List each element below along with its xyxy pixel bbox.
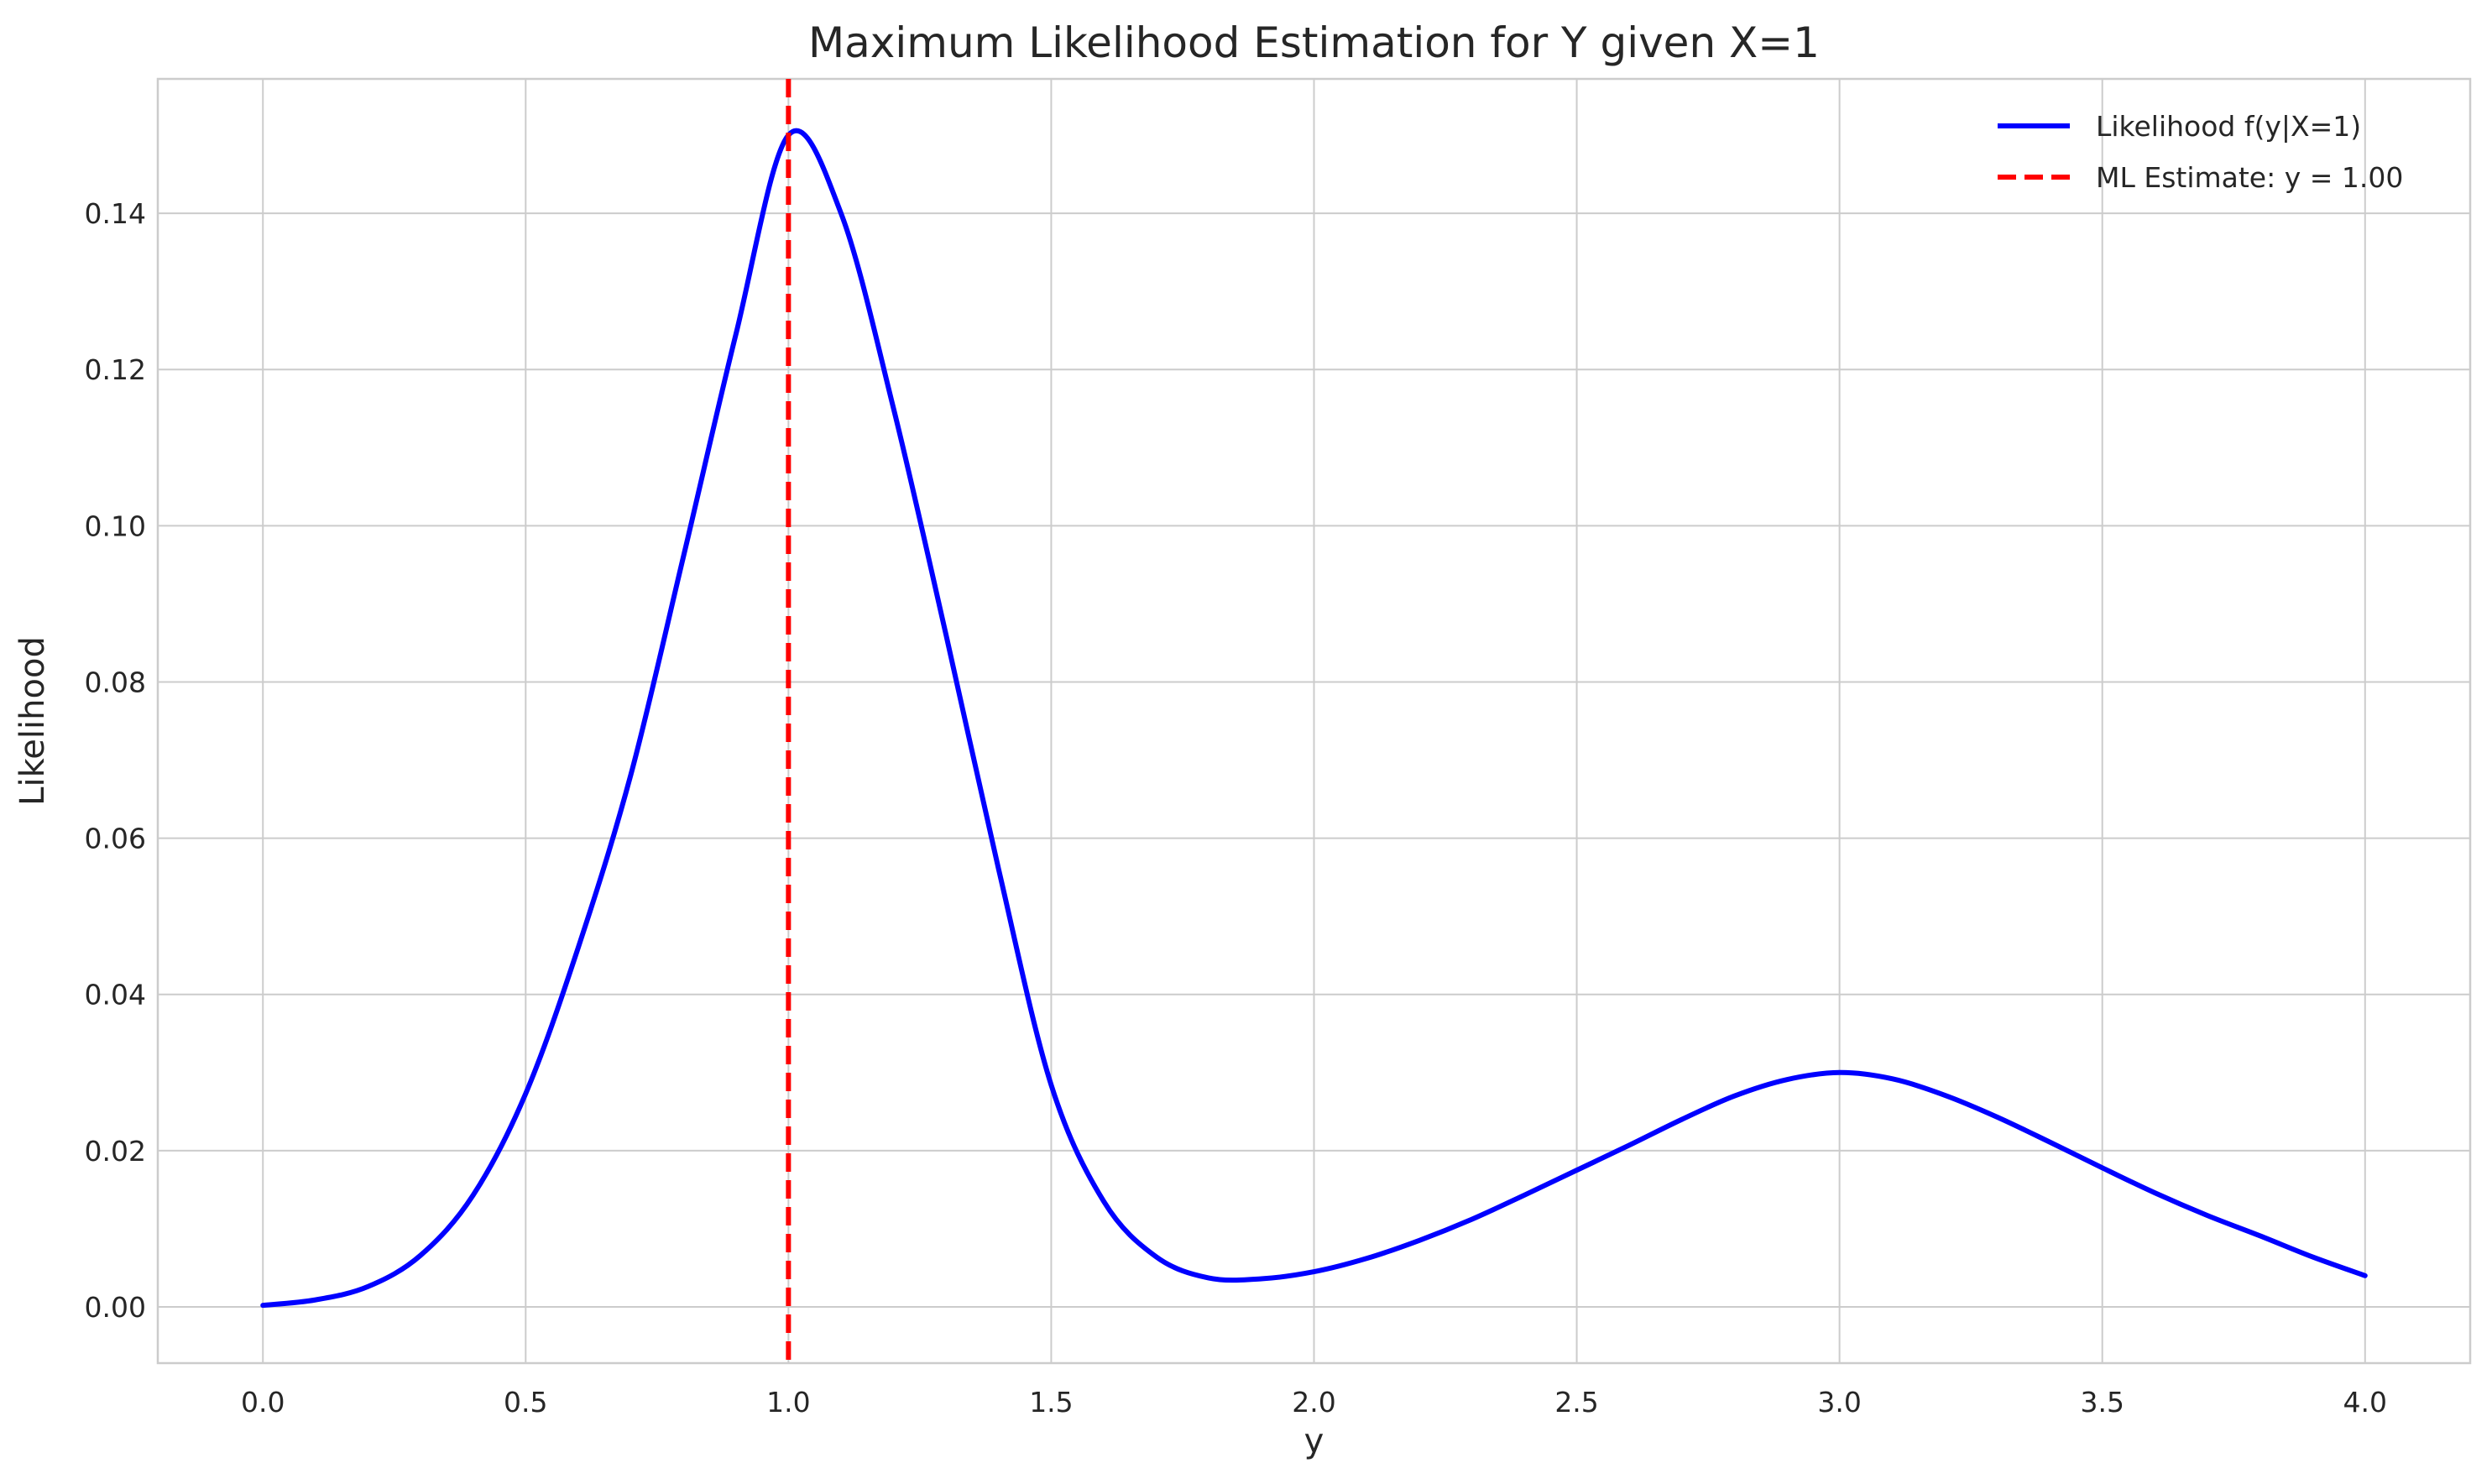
y-tick-label: 0.04 [85, 979, 146, 1011]
y-axis-label: Likelihood [13, 636, 52, 806]
legend: Likelihood f(y|X=1) ML Estimate: y = 1.0… [1998, 110, 2403, 194]
grid [158, 79, 2470, 1363]
x-tick-label: 2.0 [1292, 1386, 1335, 1419]
y-tick-label: 0.00 [85, 1291, 146, 1324]
x-axis-label: y [1304, 1422, 1324, 1460]
tick-labels: 0.0 0.5 1.0 1.5 2.0 2.5 3.0 3.5 4.0 0.00 0.02 0.04 0… [85, 197, 2387, 1419]
y-tick-label: 0.12 [85, 353, 146, 386]
x-tick-label: 1.0 [766, 1386, 810, 1419]
legend-entry-ml-estimate: ML Estimate: y = 1.00 [2096, 161, 2403, 194]
plot-area-frame [156, 77, 2472, 1365]
x-tick-label: 0.0 [241, 1386, 285, 1419]
x-tick-label: 3.0 [1817, 1386, 1861, 1419]
legend-entry-likelihood: Likelihood f(y|X=1) [2096, 110, 2361, 143]
y-tick-label: 0.02 [85, 1135, 146, 1168]
series [260, 79, 2368, 1363]
x-tick-label: 1.5 [1029, 1386, 1073, 1419]
x-tick-label: 4.0 [2343, 1386, 2387, 1419]
x-tick-label: 0.5 [504, 1386, 547, 1419]
y-tick-label: 0.14 [85, 197, 146, 230]
x-tick-label: 2.5 [1554, 1386, 1598, 1419]
y-tick-label: 0.06 [85, 823, 146, 855]
chart-title: Maximum Likelihood Estimation for Y give… [808, 18, 1820, 67]
x-tick-label: 3.5 [2080, 1386, 2124, 1419]
likelihood-curve [260, 128, 2368, 1309]
y-tick-label: 0.10 [85, 509, 146, 542]
y-tick-label: 0.08 [85, 666, 146, 698]
